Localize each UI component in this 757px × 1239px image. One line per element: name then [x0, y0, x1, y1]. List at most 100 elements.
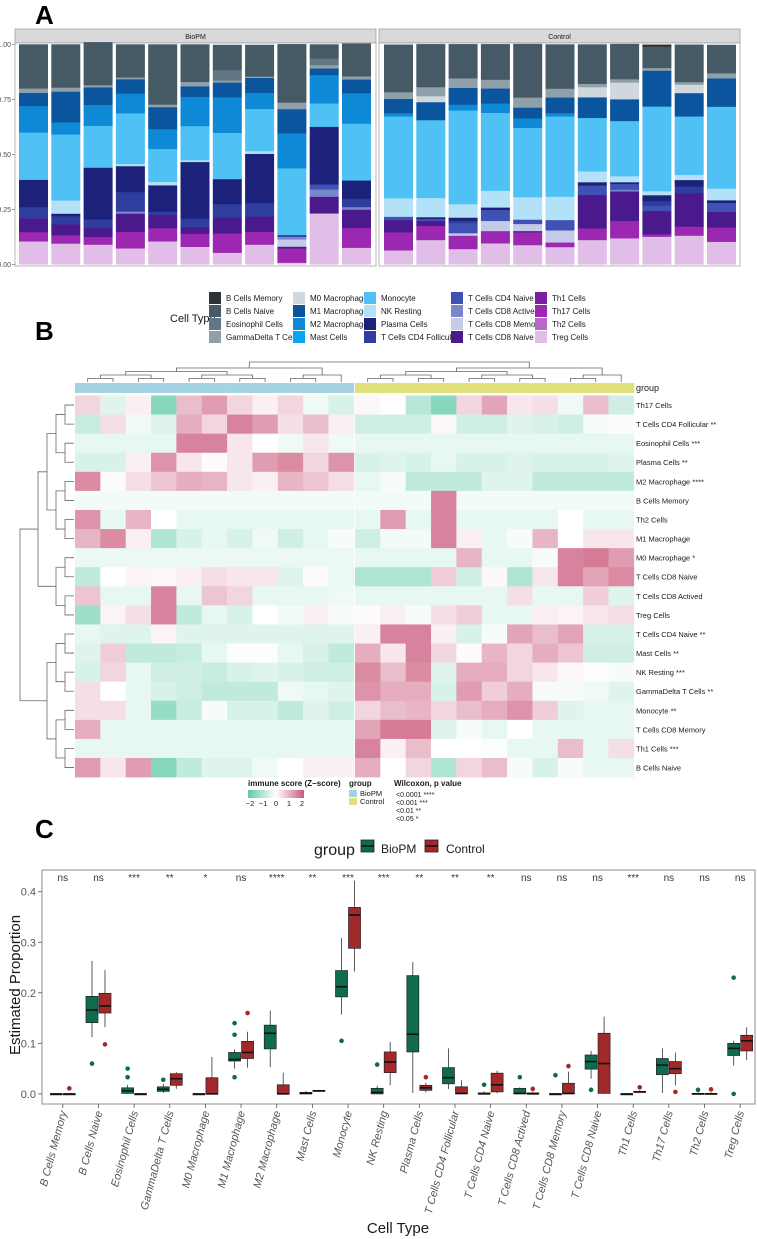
- bar-segment: [384, 232, 413, 251]
- bar-segment: [83, 85, 113, 88]
- heatmap-cell: [227, 605, 253, 625]
- heatmap-cell: [125, 529, 152, 549]
- heatmap-cell: [252, 605, 279, 625]
- heatmap-cell: [277, 452, 304, 473]
- bar-segment: [513, 230, 543, 233]
- bar-segment: [480, 220, 510, 232]
- significance-label: ns: [521, 873, 532, 884]
- heatmap-cell: [608, 548, 635, 568]
- heatmap-cell: [608, 567, 635, 587]
- heatmap-cell: [557, 567, 584, 587]
- bar-segment: [19, 207, 48, 219]
- x-tick-label: Monocyte: [331, 1110, 355, 1159]
- heatmap-cell: [507, 662, 533, 682]
- heatmap-cell: [380, 643, 406, 663]
- bar-segment: [19, 92, 48, 107]
- heatmap-cell: [456, 490, 483, 511]
- heatmap-cell: [125, 643, 152, 663]
- heatmap-cell: [201, 700, 228, 721]
- heatmap-cell: [608, 452, 635, 473]
- outlier-point: [673, 1089, 678, 1095]
- heatmap-cell: [557, 529, 584, 549]
- heatmap-cell: [481, 605, 508, 625]
- bar-segment: [115, 93, 145, 114]
- bar-segment: [277, 239, 307, 247]
- bar-segment: [707, 188, 736, 201]
- bar-segment: [212, 132, 242, 180]
- group-annotation-cell: [328, 383, 355, 393]
- heatmap-cell: [151, 662, 177, 682]
- heatmap-cell: [100, 700, 126, 721]
- bar-segment: [245, 108, 275, 152]
- pvalue-legend-item: <0.05 *: [396, 816, 419, 823]
- heatmap-cell: [277, 738, 304, 759]
- x-tick-label: Th2 Cells: [688, 1109, 712, 1157]
- box-control: [669, 1061, 682, 1075]
- heatmap-cell: [507, 529, 533, 549]
- x-tick-label: T Cells CD8 Memory: [531, 1108, 569, 1211]
- heatmap-cell: [125, 662, 152, 682]
- legend-swatch: [293, 305, 305, 317]
- group-annotation-cell: [125, 383, 152, 393]
- box-biopm: [335, 970, 348, 998]
- bar-segment: [245, 44, 275, 77]
- heatmap-cell: [557, 758, 584, 778]
- heatmap-cell: [227, 395, 253, 415]
- bar-segment: [148, 214, 178, 229]
- heatmap: group immune score (Z−score) group Wilco…: [19, 361, 716, 823]
- significance-label: ***: [627, 873, 639, 884]
- bar-segment: [277, 246, 307, 249]
- bar-segment: [642, 106, 672, 192]
- heatmap-cell: [481, 452, 508, 473]
- heatmap-cell: [532, 433, 559, 454]
- bar-segment: [115, 211, 145, 214]
- bar-segment: [384, 250, 413, 265]
- box-biopm: [727, 1043, 741, 1056]
- bar-segment: [577, 117, 607, 172]
- heatmap-cell: [405, 548, 432, 568]
- row-label: M1 Macrophage: [636, 535, 690, 544]
- scale-tick-label: 1: [287, 799, 291, 808]
- bar-segment: [545, 97, 575, 114]
- bar-segment: [83, 87, 113, 106]
- legend-swatch: [293, 331, 305, 343]
- bar-segment: [51, 200, 81, 214]
- bar-segment: [115, 231, 145, 249]
- group-annotation-cell: [456, 383, 483, 393]
- bar-segment: [545, 219, 575, 231]
- heatmap-cell: [151, 567, 177, 587]
- heatmap-cell: [75, 529, 101, 549]
- outlier-point: [232, 1074, 237, 1080]
- bar-segment: [674, 81, 704, 85]
- bar-segment: [51, 134, 81, 201]
- y-tick-label: 1.00: [0, 42, 11, 49]
- heatmap-cell: [456, 738, 483, 759]
- heatmap-cell: [355, 586, 381, 606]
- heatmap-cell: [405, 567, 432, 587]
- bar-segment: [180, 86, 210, 97]
- dendrogram-branch: [55, 566, 65, 606]
- bar-segment: [448, 110, 478, 205]
- heatmap-cell: [328, 567, 355, 587]
- legend-label: Mast Cells: [310, 333, 347, 342]
- x-tick-label: B Cells Naive: [77, 1110, 106, 1177]
- heatmap-cell: [507, 548, 533, 568]
- heatmap-cell: [303, 719, 329, 740]
- bar-segment: [51, 224, 81, 236]
- heatmap-cell: [608, 681, 635, 702]
- heatmap-cell: [125, 624, 152, 644]
- heatmap-cell: [431, 414, 457, 434]
- heatmap-cell: [456, 624, 483, 644]
- legend-label: T Cells CD8 Memory: [468, 320, 542, 329]
- heatmap-cell: [252, 719, 279, 740]
- heatmap-cell: [380, 681, 406, 702]
- heatmap-cell: [532, 414, 559, 434]
- heatmap-cell: [532, 605, 559, 625]
- heatmap-cell: [151, 643, 177, 663]
- heatmap-cell: [405, 452, 432, 473]
- heatmap-cell: [252, 548, 279, 568]
- bar-segment: [416, 218, 446, 222]
- bar-segment: [513, 223, 543, 232]
- bar-segment: [480, 190, 510, 208]
- heatmap-cell: [380, 567, 406, 587]
